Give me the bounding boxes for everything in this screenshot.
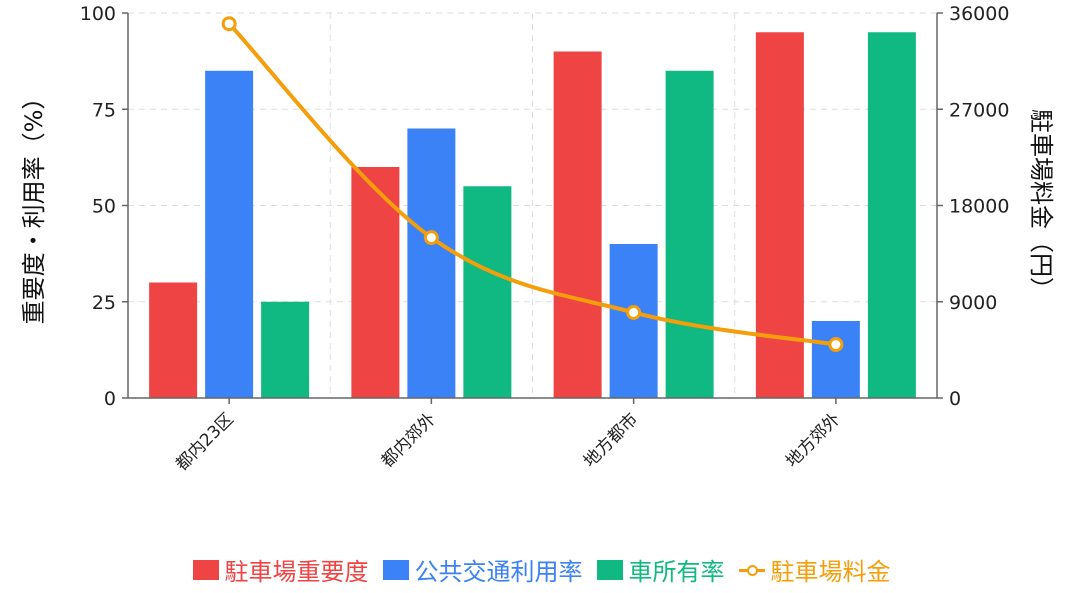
legend-label: 車所有率 [628,558,725,586]
x-category-label: 都内郊外 [378,409,440,471]
price-point [828,337,844,353]
legend: 駐車場重要度 公共交通利用率 車所有率 駐車場料金 [0,552,1083,587]
y-tick-label: 100 [80,3,116,25]
y-tick-label: 0 [104,388,116,410]
bar [261,301,310,398]
bar [811,321,860,398]
left-y-ticks: 0 25 50 75 100 [80,3,128,410]
bar [407,128,456,398]
bars [149,32,916,398]
price-line-path [227,21,838,347]
x-category-label: 地方都市 [580,409,642,471]
legend-label: 公共交通利用率 [414,558,583,586]
legend-item-transit-usage: 公共交通利用率 [382,552,583,587]
bar [149,282,198,398]
legend-line-marker [738,560,765,580]
price-line [221,16,844,353]
y2-tick-label: 36000 [949,3,1009,25]
bar [205,70,254,398]
x-category-labels: 都内23区 都内郊外 地方都市 地方郊外 [172,398,844,475]
bar [867,32,916,398]
legend-item-car-ownership: 車所有率 [596,552,725,587]
y-tick-label: 50 [92,196,116,218]
bar [351,167,400,398]
bar [665,70,714,398]
legend-item-parking-fee: 駐車場料金 [738,552,891,587]
y2-tick-label: 9000 [949,292,997,314]
legend-swatch [382,559,409,580]
legend-label: 駐車場料金 [770,558,891,586]
legend-swatch [192,559,219,580]
y-tick-label: 25 [92,292,116,314]
right-y-ticks: 0 9000 18000 27000 36000 [937,3,1009,410]
y2-tick-label: 27000 [949,99,1009,121]
bar [553,51,602,398]
x-category-label: 都内23区 [172,409,238,475]
bar [609,244,658,398]
y-axis-title: 重要度・利用率（%） [20,86,48,325]
bar [755,32,804,398]
y2-tick-label: 0 [949,388,961,410]
legend-swatch [596,559,623,580]
price-point [626,304,642,320]
legend-label: 駐車場重要度 [224,558,369,586]
y2-tick-label: 18000 [949,196,1009,218]
legend-item-parking-importance: 駐車場重要度 [192,552,369,587]
bar [463,186,512,398]
y-tick-label: 75 [92,99,116,121]
price-point [423,230,439,246]
price-point [221,16,237,32]
x-category-label: 地方郊外 [782,409,844,471]
y2-axis-title: 駐車場料金（円） [1027,109,1055,301]
